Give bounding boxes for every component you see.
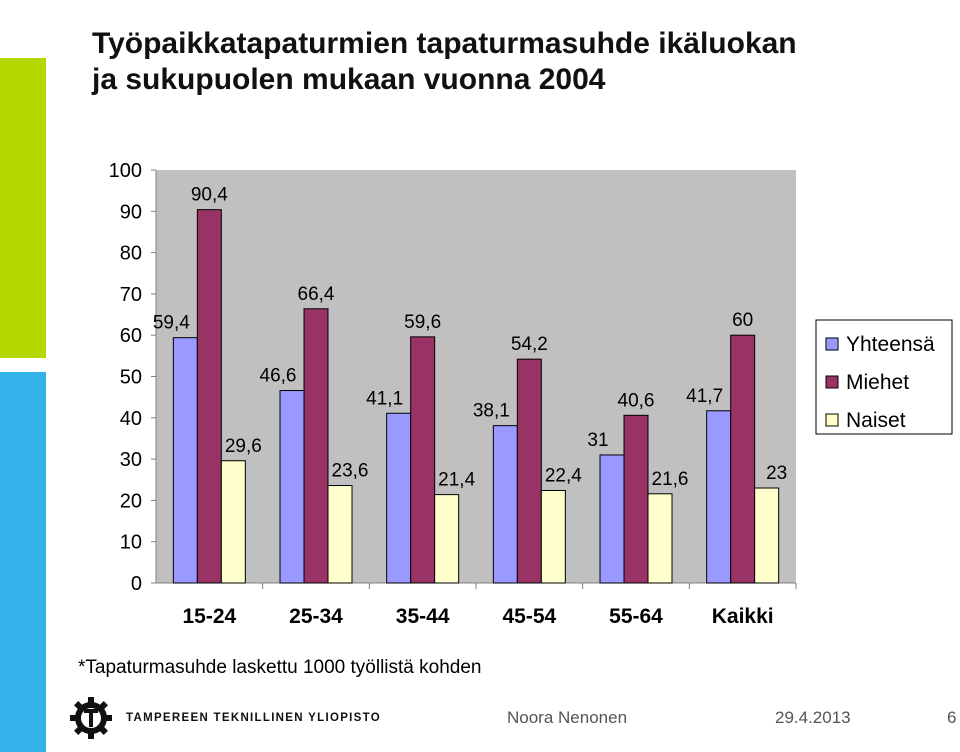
y-tick-label: 100 bbox=[109, 160, 142, 182]
page-number: 6 bbox=[947, 708, 957, 727]
decorative-side-bar bbox=[0, 0, 46, 752]
bar-miehet bbox=[516, 358, 542, 584]
legend-label: Yhteensä bbox=[846, 333, 935, 356]
footer-author: Noora Nenonen bbox=[507, 708, 628, 727]
slide-title: Työpaikkatapaturmien tapaturmasuhde ikäl… bbox=[92, 26, 942, 98]
data-label: 23,6 bbox=[332, 461, 369, 482]
bar-naiset bbox=[434, 494, 460, 584]
legend-swatch bbox=[825, 413, 839, 427]
x-category-label: 35-44 bbox=[396, 605, 450, 628]
footer-date: 29.4.2013 bbox=[775, 708, 851, 727]
university-logo: TAMPEREEN TEKNILLINEN YLIOPISTO bbox=[70, 697, 381, 739]
data-label: 41,1 bbox=[366, 388, 403, 409]
data-label: 59,6 bbox=[404, 312, 441, 333]
bar-yhteens- bbox=[492, 425, 518, 584]
bar-naiset bbox=[754, 487, 780, 584]
plot-area bbox=[156, 170, 796, 583]
data-label: 41,7 bbox=[686, 386, 723, 407]
y-tick-label: 10 bbox=[120, 532, 142, 554]
y-tick-label: 50 bbox=[120, 367, 142, 389]
legend-label: Naiset bbox=[846, 409, 906, 432]
legend-box bbox=[815, 319, 953, 435]
data-label: 46,6 bbox=[260, 366, 297, 387]
data-label: 23 bbox=[766, 463, 787, 484]
data-label: 22,4 bbox=[545, 465, 582, 486]
y-tick-label: 40 bbox=[120, 408, 142, 430]
y-tick-label: 30 bbox=[120, 449, 142, 471]
bar-miehet bbox=[196, 209, 222, 584]
bar-chart: 0 10 20 30 40 50 60 70 80 90 100 15-24 59,4 90,4 29,6 2… bbox=[109, 160, 953, 628]
gear-logo-icon bbox=[70, 697, 112, 739]
legend-label: Miehet bbox=[846, 371, 909, 394]
green-accent-stripe bbox=[0, 58, 46, 358]
bar-naiset bbox=[327, 485, 353, 584]
bar-miehet bbox=[730, 334, 756, 584]
blue-accent-stripe bbox=[0, 372, 46, 752]
data-label: 60 bbox=[732, 310, 753, 331]
x-category-label: 25-34 bbox=[289, 605, 343, 628]
data-label: 40,6 bbox=[618, 390, 655, 411]
x-category-label: 15-24 bbox=[182, 605, 236, 628]
data-label: 54,2 bbox=[511, 334, 548, 355]
bar-miehet bbox=[410, 336, 436, 584]
data-label: 21,4 bbox=[438, 470, 475, 491]
data-label: 31 bbox=[587, 430, 608, 451]
y-tick-label: 70 bbox=[120, 284, 142, 306]
bar-naiset bbox=[220, 460, 246, 584]
y-tick-label: 60 bbox=[120, 325, 142, 347]
bar-yhteens- bbox=[706, 410, 732, 584]
footnote: *Tapaturmasuhde laskettu 1000 työllistä … bbox=[78, 657, 482, 678]
slide-title-line-1: Työpaikkatapaturmien tapaturmasuhde ikäl… bbox=[92, 27, 797, 60]
data-label: 29,6 bbox=[225, 436, 262, 457]
x-category-label: 55-64 bbox=[609, 605, 663, 628]
data-label: 90,4 bbox=[191, 185, 228, 206]
y-tick-label: 90 bbox=[120, 201, 142, 223]
bar-miehet bbox=[303, 308, 329, 584]
bar-yhteens- bbox=[599, 454, 625, 584]
x-category-label: Kaikki bbox=[712, 605, 774, 628]
legend-swatch bbox=[825, 375, 839, 389]
bar-naiset bbox=[540, 489, 566, 584]
bar-yhteens- bbox=[386, 412, 412, 584]
legend-swatch bbox=[825, 337, 839, 351]
data-label: 59,4 bbox=[153, 313, 190, 334]
bar-naiset bbox=[647, 493, 673, 584]
data-label: 38,1 bbox=[473, 401, 510, 422]
data-label: 21,6 bbox=[652, 469, 689, 490]
data-label: 66,4 bbox=[298, 284, 335, 305]
bar-miehet bbox=[623, 414, 649, 584]
y-tick-label: 0 bbox=[131, 573, 142, 595]
bar-yhteens- bbox=[279, 390, 305, 584]
y-tick-label: 20 bbox=[120, 490, 142, 512]
slide-title-line-2: ja sukupuolen mukaan vuonna 2004 bbox=[92, 63, 606, 96]
x-category-label: 45-54 bbox=[502, 605, 556, 628]
y-tick-label: 80 bbox=[120, 243, 142, 265]
logo-text: TAMPEREEN TEKNILLINEN YLIOPISTO bbox=[126, 712, 381, 724]
bar-yhteens- bbox=[172, 337, 198, 584]
